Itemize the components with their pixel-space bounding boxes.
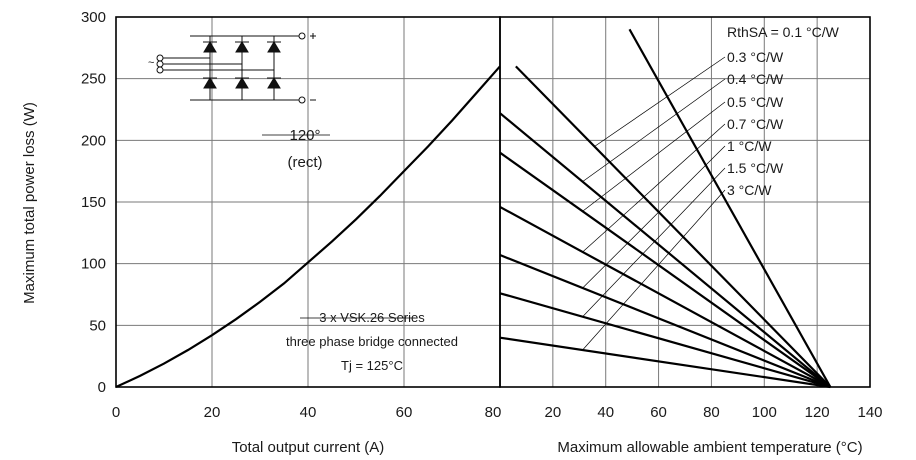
rthsa-line-4 bbox=[499, 205, 831, 388]
plot-curves bbox=[115, 28, 832, 389]
left-x-tick-label-20: 20 bbox=[204, 404, 221, 421]
right-x-tick-label-120: 120 bbox=[805, 404, 830, 421]
left-x-axis-title: Total output current (A) bbox=[232, 439, 385, 456]
rthsa-line-3 bbox=[499, 151, 831, 388]
left-annotations: 120° (rect) 3 x VSK.26 Series three phas… bbox=[262, 127, 458, 373]
rthsa-line-7 bbox=[499, 336, 831, 389]
annotation-angle: 120° bbox=[289, 127, 320, 144]
rthsa-line-0 bbox=[628, 28, 832, 388]
annotation-connection: three phase bridge connected bbox=[286, 334, 458, 349]
series-leader-6 bbox=[582, 167, 726, 317]
right-x-tick-label-80: 80 bbox=[703, 404, 720, 421]
left-x-tick-label-80: 80 bbox=[485, 404, 502, 421]
y-tick-label-100: 100 bbox=[81, 256, 106, 273]
left-x-tick-label-60: 60 bbox=[396, 404, 413, 421]
series-label-5: 1 °C/W bbox=[727, 138, 772, 154]
series-label-1: 0.3 °C/W bbox=[727, 49, 784, 65]
right-series-labels: RthSA = 0.1 °C/W 0.3 °C/W 0.4 °C/W 0.5 °C/W… bbox=[727, 24, 840, 198]
y-tick-label-0: 0 bbox=[98, 379, 106, 396]
annotation-series: 3 x VSK.26 Series bbox=[319, 310, 425, 325]
annotation-junction-temp: Tj = 125°C bbox=[341, 358, 403, 373]
plot-frames bbox=[115, 16, 871, 388]
right-x-tick-label-20: 20 bbox=[545, 404, 562, 421]
bridge-circuit-schematic: ~ bbox=[148, 32, 316, 104]
y-axis-title: Maximum total power loss (W) bbox=[21, 102, 38, 304]
right-x-tick-label-100: 100 bbox=[752, 404, 777, 421]
series-leader-3 bbox=[582, 101, 726, 212]
y-tick-label-250: 250 bbox=[81, 71, 106, 88]
series-label-7: 3 °C/W bbox=[727, 182, 772, 198]
series-label-4: 0.7 °C/W bbox=[727, 116, 784, 132]
right-x-axis-title: Maximum allowable ambient temperature (°… bbox=[557, 439, 862, 456]
left-x-tick-label-40: 40 bbox=[300, 404, 317, 421]
rthsa-line-1 bbox=[515, 65, 832, 388]
series-label-3: 0.5 °C/W bbox=[727, 94, 784, 110]
y-tick-label-300: 300 bbox=[81, 9, 106, 26]
left-x-tick-label-0: 0 bbox=[112, 404, 120, 421]
y-tick-label-150: 150 bbox=[81, 194, 106, 211]
series-label-2: 0.4 °C/W bbox=[727, 71, 784, 87]
right-x-tick-label-140: 140 bbox=[857, 404, 882, 421]
series-leader-7 bbox=[582, 189, 726, 351]
legend-leader-lines bbox=[582, 56, 726, 351]
power-loss-curve bbox=[115, 65, 501, 388]
y-tick-label-50: 50 bbox=[89, 317, 106, 334]
rthsa-line-6 bbox=[499, 292, 831, 389]
y-tick-label-200: 200 bbox=[81, 132, 106, 149]
series-leader-1 bbox=[594, 56, 726, 147]
tick-labels: 0 50 100 150 200 250 300 0 20 40 60 80 20 40 60 80 100 12… bbox=[81, 9, 883, 421]
rthsa-line-5 bbox=[499, 254, 831, 389]
right-x-tick-label-40: 40 bbox=[597, 404, 614, 421]
series-leader-4 bbox=[582, 123, 726, 253]
series-label-6: 1.5 °C/W bbox=[727, 160, 784, 176]
series-leader-2 bbox=[582, 78, 726, 182]
series-label-0: RthSA = 0.1 °C/W bbox=[727, 24, 840, 40]
svg-text:~: ~ bbox=[148, 57, 154, 69]
series-leader-5 bbox=[582, 145, 726, 289]
rthsa-line-2 bbox=[499, 112, 832, 388]
right-plot-frame bbox=[499, 16, 871, 388]
annotation-rect: (rect) bbox=[288, 154, 323, 171]
right-x-tick-label-60: 60 bbox=[650, 404, 667, 421]
